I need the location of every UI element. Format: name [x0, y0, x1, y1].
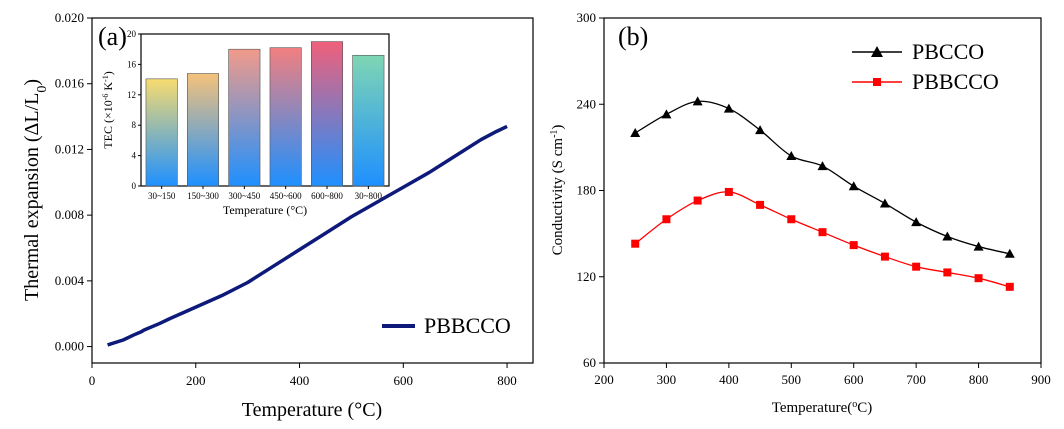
panel-b-point-triangle	[755, 125, 766, 135]
panel-a-x-tick-label: 400	[290, 373, 310, 388]
panel-a-y-tick-label: 0.016	[55, 76, 85, 91]
panel-a-legend-label: PBBCCO	[424, 313, 511, 338]
panel-b-point-square	[974, 274, 983, 283]
panel-a-y-tick-label: 0.020	[55, 10, 84, 25]
panel-b-point-square	[943, 268, 952, 277]
panel-b-point-triangle	[973, 241, 984, 251]
panel-a-x-tick-label: 0	[89, 373, 96, 388]
inset-x-tick-label: 150~300	[187, 191, 219, 201]
inset-y-tick-label: 4	[132, 151, 137, 161]
panel-b-label: (b)	[618, 22, 648, 51]
inset-bar	[269, 47, 302, 187]
inset-x-tick-label: 300~450	[228, 191, 260, 201]
panel-a-legend: PBBCCO	[382, 313, 511, 338]
inset-bar	[352, 54, 385, 187]
inset-x-axis-title: Temperature (°C)	[223, 203, 307, 217]
panel-b-point-triangle	[942, 231, 953, 241]
panel-b-point-triangle	[911, 217, 922, 227]
panel-a-series-line	[107, 124, 508, 347]
panel-b-y-tick-label: 180	[577, 183, 597, 198]
panel-b-x-tick-label: 200	[594, 372, 614, 387]
panel-b-x-tick-label: 800	[969, 372, 989, 387]
panel-a-x-tick-label: 800	[497, 373, 517, 388]
panel-b-point-square	[1005, 282, 1014, 291]
panel-b: 200 300 400 500 600 700 800 900 60 120 180 240 300 (…	[549, 10, 1051, 416]
panel-b-y-axis-title: Conductivity (S cm-1)	[549, 125, 567, 256]
inset-y-tick-label: 12	[127, 90, 136, 100]
inset-y-tick-label: 16	[127, 59, 137, 69]
panel-b-y-tick-label: 120	[577, 269, 597, 284]
panel-b-point-triangle	[817, 161, 828, 171]
panel-b-legend: PBCCO PBBCCO	[852, 39, 999, 94]
panel-b-point-triangle	[879, 198, 890, 208]
panel-b-x-tick-label: 500	[782, 372, 802, 387]
panel-a-y-tick-label: 0.012	[55, 141, 84, 156]
inset-y-tick-label: 0	[132, 181, 137, 191]
inset-x-tick-label: 30~800	[355, 191, 383, 201]
inset-bar-chart: 30~150 150~300 300~450 450~600 600~800 30~800…	[101, 29, 390, 217]
panel-b-point-triangle	[661, 109, 672, 119]
panel-b-point-square	[787, 215, 796, 224]
panel-b-y-tick-label: 300	[577, 10, 597, 25]
panel-b-x-tick-label: 600	[844, 372, 864, 387]
inset-bar	[310, 41, 344, 187]
panel-b-ticks: 200 300 400 500 600 700 800 900 60 120 180 240 300	[577, 10, 1051, 387]
panel-b-y-tick-label: 240	[577, 96, 597, 111]
panel-b-x-tick-label: 900	[1031, 372, 1051, 387]
panel-a-y-tick-label: 0.008	[55, 207, 84, 222]
panel-a-x-axis-title: Temperature (°C)	[242, 399, 382, 421]
panel-a-label: (a)	[98, 22, 127, 51]
panel-a-frame	[91, 17, 534, 364]
inset-y-tick-label: 20	[127, 29, 137, 39]
inset-x-tick-label: 30~150	[148, 191, 176, 201]
panel-b-series	[630, 96, 1015, 291]
panel-b-point-triangle	[630, 128, 641, 137]
panel-b-point-triangle	[786, 151, 797, 160]
panel-a-y-axis-title: Thermal expansion (ΔL/L0)	[21, 79, 50, 301]
panel-b-point-square	[756, 200, 765, 209]
panel-b-y-tick-label: 60	[583, 355, 596, 370]
panel-b-point-square	[880, 252, 889, 261]
panel-b-x-axis-title: Temperature(oC)	[772, 399, 873, 417]
inset-y-axis-title: TEC (×10-6 K-1)	[101, 71, 116, 148]
inset-frame	[140, 33, 390, 187]
panel-b-point-triangle	[723, 103, 734, 113]
inset-ticks: 30~150 150~300 300~450 450~600 600~800 30~800…	[127, 29, 383, 201]
inset-bar	[228, 48, 261, 187]
panel-b-point-square	[662, 215, 671, 224]
panel-b-point-square	[724, 187, 733, 196]
panel-a-x-tick-label: 200	[186, 373, 206, 388]
panel-a: 0 200 400 600 8000.0000.0040.0080.0120.0160.…	[21, 10, 534, 421]
inset-bars	[145, 41, 385, 187]
panel-b-legend-pbbcco-marker	[873, 78, 881, 86]
panel-b-point-triangle	[692, 96, 703, 106]
inset-bar	[186, 73, 220, 187]
panel-a-y-tick-label: 0.004	[55, 273, 85, 288]
panel-a-y-tick-label: 0.000	[55, 339, 84, 354]
panel-a-series	[107, 124, 508, 347]
panel-b-point-square	[818, 228, 827, 237]
panel-b-x-tick-label: 400	[719, 372, 739, 387]
inset-x-tick-label: 450~600	[270, 191, 302, 201]
panel-b-legend-pbcco-label: PBCCO	[912, 39, 984, 64]
panel-b-point-square	[693, 196, 702, 205]
inset-bar	[145, 78, 178, 187]
panel-b-x-tick-label: 700	[906, 372, 926, 387]
inset-y-tick-label: 8	[132, 120, 137, 130]
inset-x-tick-label: 600~800	[311, 191, 343, 201]
panel-b-point-square	[912, 262, 921, 271]
panel-b-point-triangle	[848, 181, 859, 191]
panel-b-legend-pbcco-marker	[871, 46, 883, 57]
panel-b-point-triangle	[1004, 248, 1015, 258]
panel-a-x-tick-label: 600	[394, 373, 414, 388]
panel-b-point-square	[849, 241, 858, 250]
panel-a-ticks: 0 200 400 600 8000.0000.0040.0080.0120.0160.…	[55, 10, 517, 388]
panel-b-point-square	[631, 239, 640, 248]
panel-b-x-tick-label: 300	[657, 372, 677, 387]
panel-b-legend-pbbcco-label: PBBCCO	[912, 69, 999, 94]
